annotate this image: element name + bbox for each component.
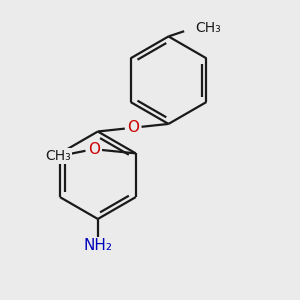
Text: O: O: [127, 120, 139, 135]
Text: NH₂: NH₂: [83, 238, 112, 253]
Text: O: O: [88, 142, 100, 157]
Text: CH₃: CH₃: [46, 149, 71, 163]
Text: CH₃: CH₃: [195, 21, 221, 35]
